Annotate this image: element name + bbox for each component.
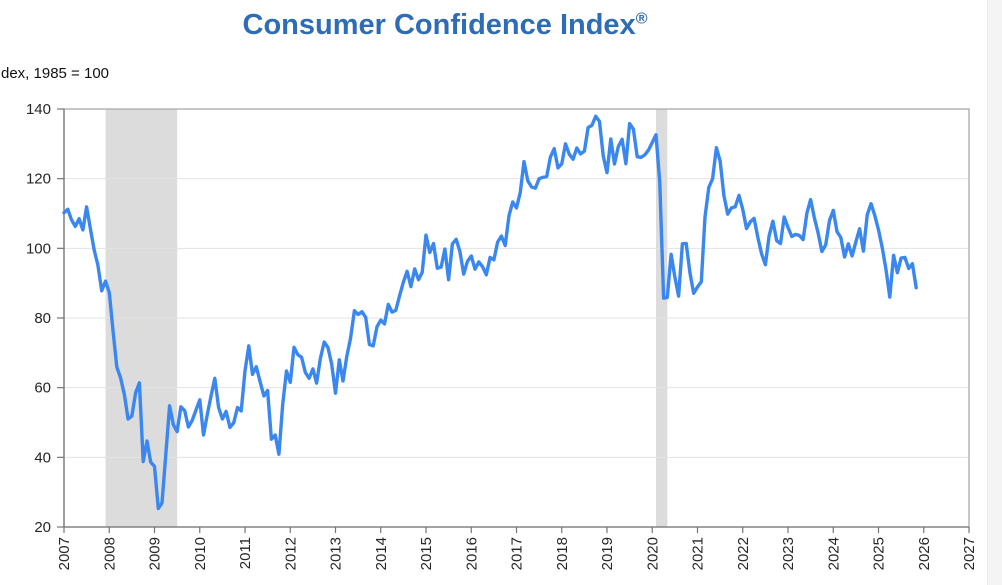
y-tick-label: 80 <box>34 310 51 327</box>
x-tick-label: 2012 <box>282 537 299 570</box>
y-tick-label: 20 <box>34 519 51 536</box>
x-tick-label: 2018 <box>554 537 571 570</box>
x-tick-label: 2007 <box>56 537 73 570</box>
x-tick-label: 2027 <box>961 537 978 570</box>
y-tick-label: 60 <box>34 380 51 397</box>
y-tick-label: 40 <box>34 449 51 466</box>
x-tick-label: 2019 <box>599 537 616 570</box>
x-tick-label: 2016 <box>463 537 480 570</box>
x-tick-label: 2011 <box>237 537 254 569</box>
chart-title: Consumer Confidence Index® <box>243 9 648 42</box>
x-tick-label: 2022 <box>735 537 752 570</box>
cci-data-line <box>62 114 918 511</box>
x-tick-label: 2020 <box>644 537 661 570</box>
x-tick-label: 2009 <box>147 537 164 570</box>
y-tick-label: 100 <box>26 240 51 257</box>
scrollbar-track[interactable] <box>987 0 1002 585</box>
x-tick-label: 2024 <box>825 537 842 570</box>
y-axis-unit-label: dex, 1985 = 100 <box>1 65 110 82</box>
x-tick-label: 2025 <box>871 537 888 570</box>
x-tick-label: 2014 <box>373 537 390 570</box>
x-tick-label: 2013 <box>328 537 345 570</box>
x-tick-label: 2017 <box>509 537 526 570</box>
chart-title-text: Consumer Confidence Index <box>242 9 636 41</box>
x-tick-label: 2026 <box>916 537 933 570</box>
x-tick-label: 2021 <box>690 537 707 570</box>
x-tick-label: 2015 <box>418 537 435 570</box>
x-tick-label: 2008 <box>101 537 118 570</box>
y-tick-label: 120 <box>26 171 51 188</box>
x-tick-label: 2010 <box>192 537 209 570</box>
registered-trademark-icon: ® <box>635 10 648 28</box>
y-tick-label: 140 <box>26 101 51 118</box>
x-tick-label: 2023 <box>780 537 797 570</box>
